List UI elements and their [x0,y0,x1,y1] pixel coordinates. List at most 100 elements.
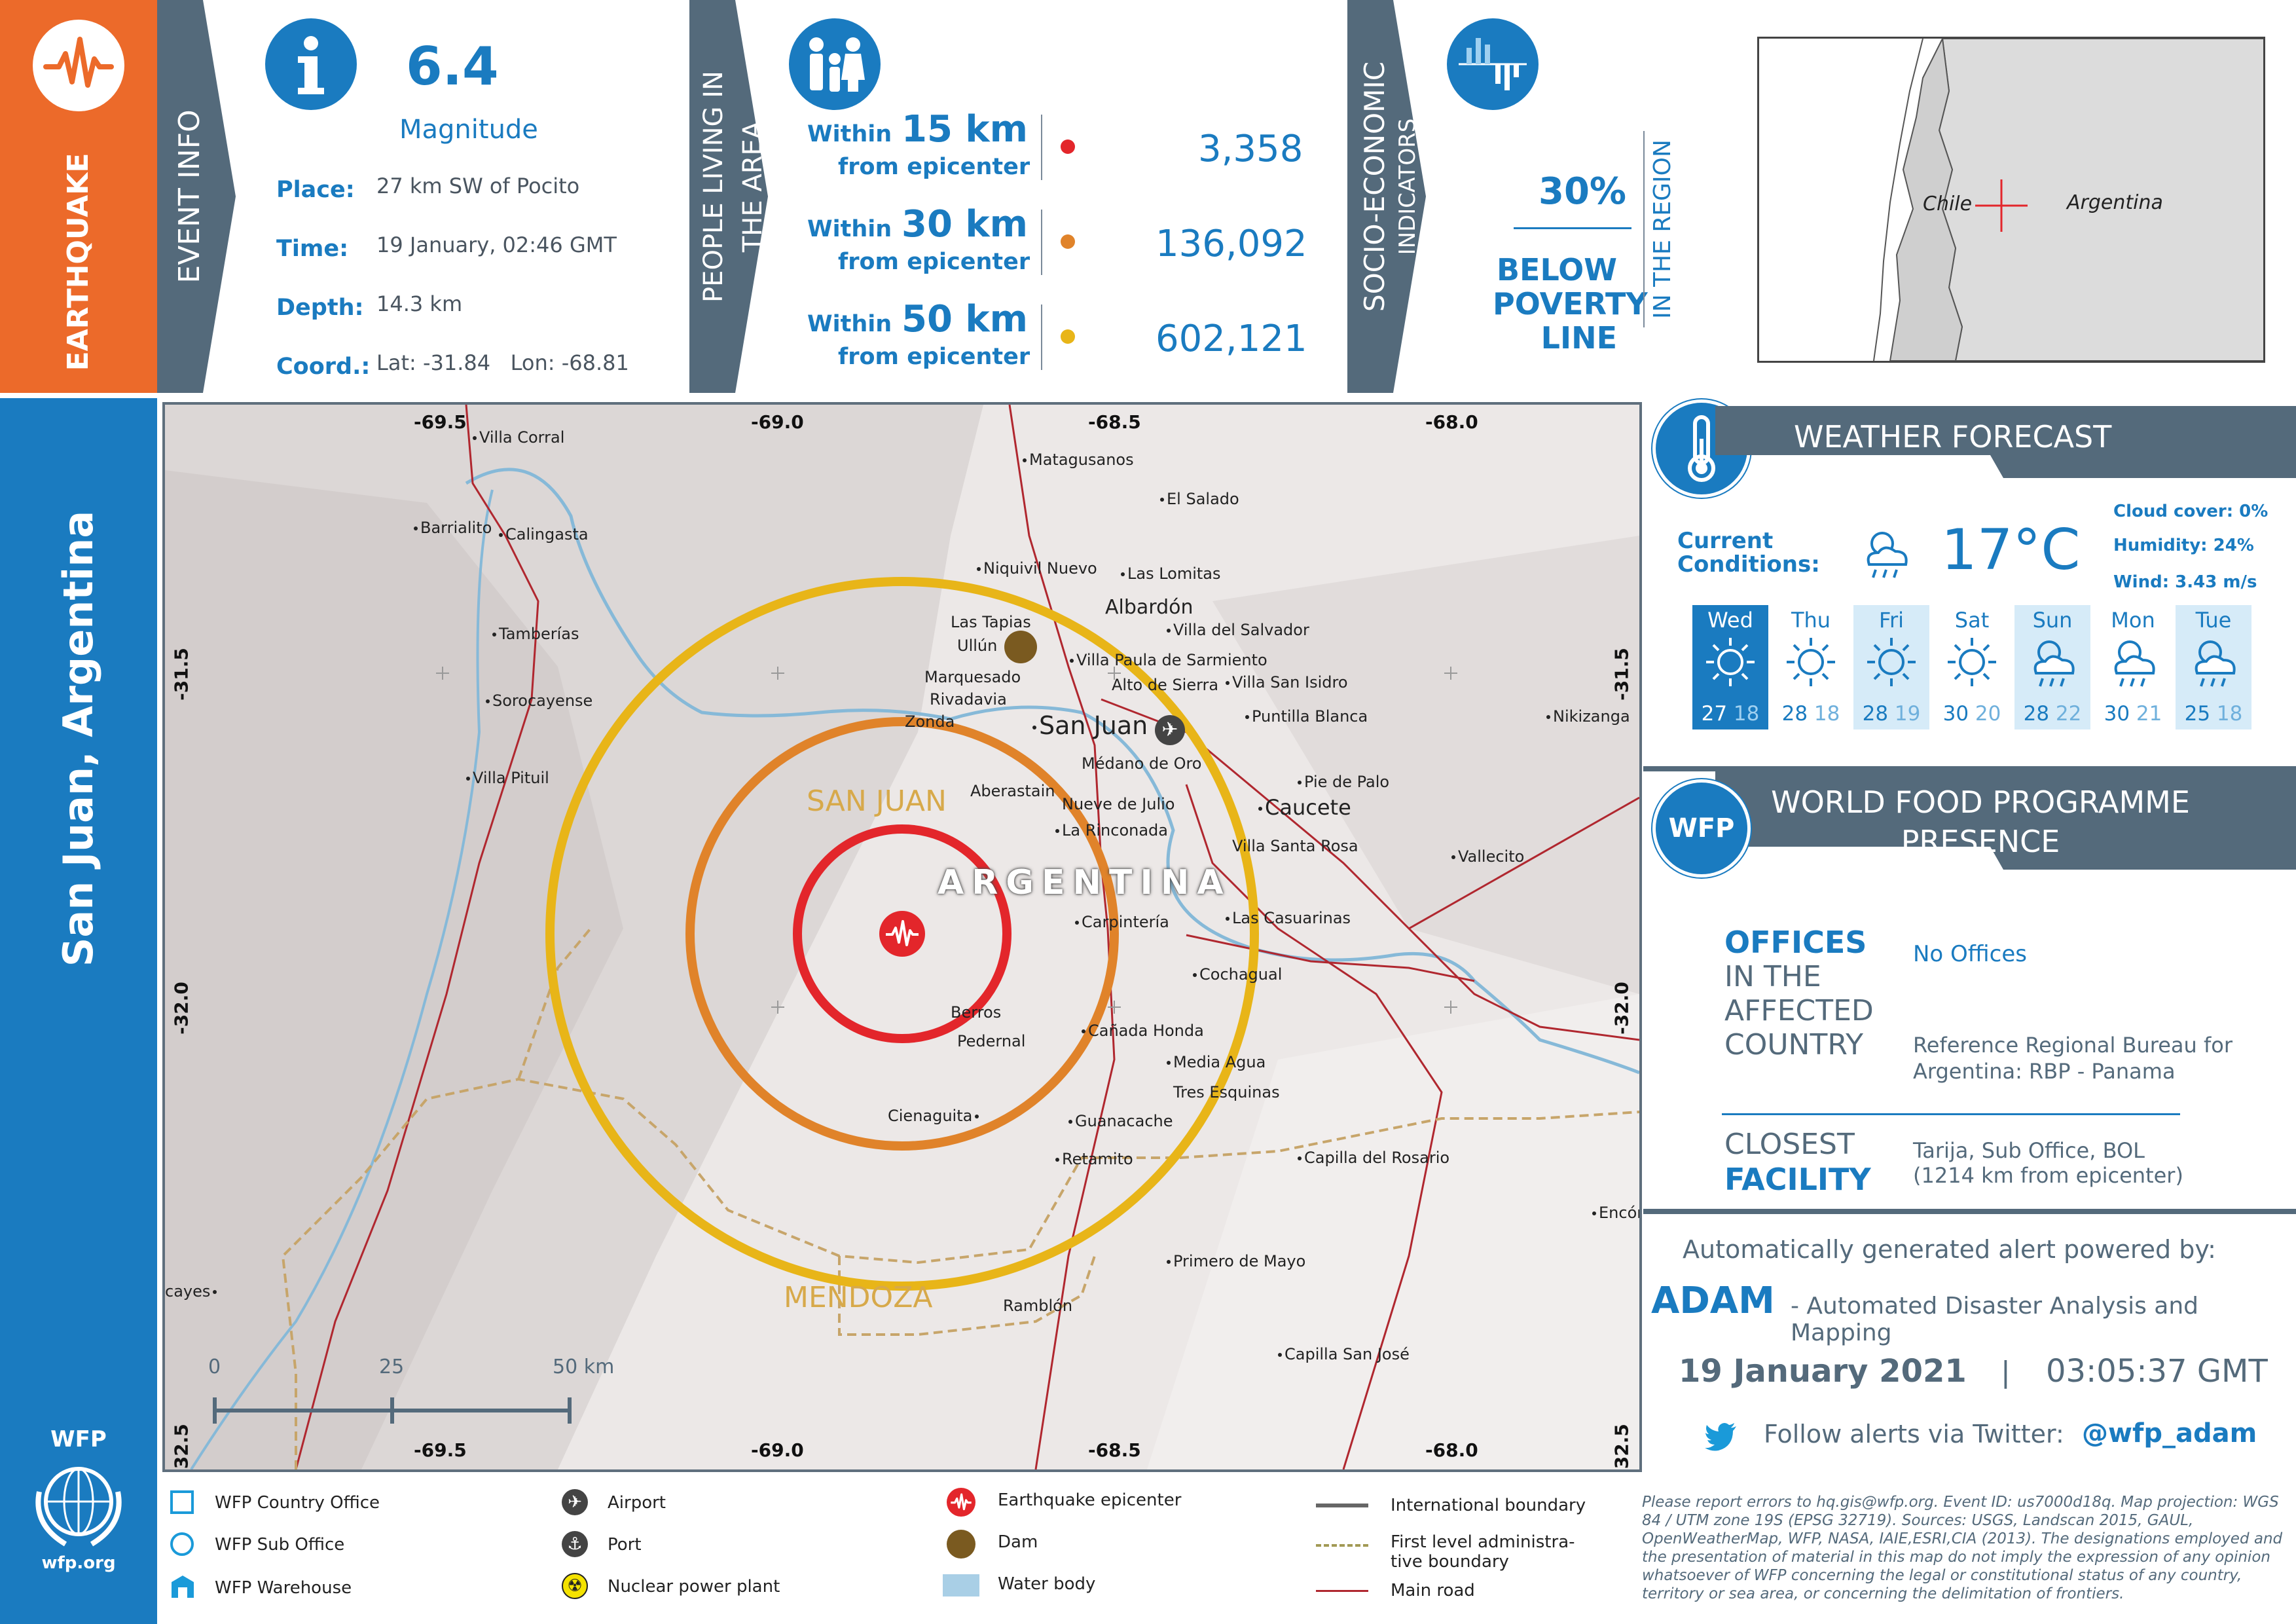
town-label: San Juan [1032,711,1148,740]
current-weather-icon [1856,524,1915,583]
location-title: San Juan, Argentina [54,510,102,967]
wfp-logo-text: WFP [50,1426,107,1452]
pop-count-50: 602,121 [1156,318,1307,360]
town-label: Albardón [1105,596,1194,619]
wfp-logo: WFP wfp.org [13,1426,144,1610]
forecast-day-sat: Sat 30 20 [1934,605,2010,729]
wfp-badge-text: WFP [1668,813,1735,843]
poverty-divider [1514,227,1631,229]
town-label: Aberastain [970,782,1055,800]
legend-dam-icon [947,1530,975,1559]
coord-bottom-2: -69.0 [751,1439,804,1461]
town-label: Nueve de Julio [1062,795,1175,813]
poverty-region-label: IN THE REGION [1649,139,1676,319]
weather-ribbon [1715,406,2296,478]
pop-from-50: from epicenter [838,344,1030,370]
legend-warehouse-icon [170,1574,195,1599]
town-label: El Salado [1160,490,1239,508]
town-label: Ullún [957,637,998,655]
population-label-1: PEOPLE LIVING IN [699,71,729,303]
town-label: Pedernal [957,1032,1026,1050]
town-label: Vallecito [1451,847,1524,866]
legend-epicenter: Earthquake epicenter [998,1490,1182,1510]
rain-cloud-icon [2033,640,2075,687]
socio-label-1: SOCIO-ECONOMIC [1358,61,1391,312]
disclaimer: Please report errors to hq.gis@wfp.org. … [1642,1494,2283,1602]
legend-sub-office-icon [170,1532,194,1556]
twitter-text: Follow alerts via Twitter: [1764,1420,2064,1449]
forecast-day-mon: Mon 30 21 [2095,605,2171,729]
pop-count-30: 136,092 [1156,223,1307,265]
inset-map: Chile Argentina [1757,37,2265,363]
town-label: Calingasta [499,525,589,544]
regional-bureau-2: Argentina: RBP - Panama [1913,1059,2176,1084]
regional-bureau-1: Reference Regional Bureau for [1913,1033,2232,1058]
population-label-2: THE AREA [738,120,768,253]
forecast-day-fri: Fri 28 19 [1853,605,1929,729]
forecast-day-tue: Tue 25 18 [2176,605,2251,729]
scale-0: 0 [208,1356,221,1378]
legend-road-icon [1316,1590,1368,1592]
magnitude-value: 6.4 [406,36,499,97]
wind: Wind: 3.43 m/s [2113,572,2257,592]
town-label: Villa Pituil [466,769,549,787]
scale-50: 50 km [553,1356,615,1378]
town-label: Villa San Isidro [1226,673,1348,692]
powered-by: Automatically generated alert powered by… [1683,1235,2216,1264]
closest-value-1: Tarija, Sub Office, BOL [1913,1138,2145,1163]
town-label: Capilla del Rosario [1298,1149,1449,1167]
town-label: Médano de Oro [1082,754,1202,773]
town-label: Tamberías [492,625,579,643]
current-temp: 17°C [1941,517,2081,583]
offices-divider [1722,1113,2180,1115]
pop-within-30: Within [807,216,892,242]
wfp-presence-title-1: WORLD FOOD PROGRAMME [1771,784,2190,820]
town-label: Las Tapias [951,613,1031,631]
wfp-badge: WFP [1652,779,1751,877]
town-label: Barrialito [414,519,492,537]
legend-admin-boundary-1: First level administra- [1391,1532,1575,1552]
pop-from-15: from epicenter [838,154,1030,180]
town-label: Villa del Salvador [1167,621,1309,639]
twitter-handle[interactable]: @wfp_adam [2082,1418,2257,1449]
town-label: Carpintería [1075,913,1169,931]
hazard-banner: EARTHQUAKE [0,0,157,393]
legend-port: Port [608,1535,642,1555]
pop-within-50: Within [807,311,892,337]
town-label: Ramblón [1003,1297,1073,1315]
legend-admin-boundary-2: tive boundary [1391,1552,1509,1572]
legend-warehouse: WFP Warehouse [215,1578,352,1598]
time-label: Time: [276,236,349,262]
info-icon [265,18,357,110]
place-value: 27 km SW of Pocito [376,174,580,198]
town-label: Villa Santa Rosa [1232,837,1358,855]
location-banner: San Juan, Argentina WFP wfp.org [0,398,157,1624]
legend-airport-icon: ✈ [562,1489,588,1515]
legend-port-icon: ⚓ [562,1531,588,1557]
poverty-vline [1643,131,1645,327]
cloud-cover: Cloud cover: 0% [2113,502,2269,521]
inset-label-argentina: Argentina [2067,191,2163,214]
town-label: Encón [1592,1204,1639,1222]
legend-epicenter-icon [947,1488,975,1517]
humidity: Humidity: 24% [2113,536,2254,555]
earthquake-icon [33,20,124,111]
town-label: Las Casuarinas [1226,909,1351,927]
pop-dot-15 [1061,139,1075,154]
coord-right-2: -32.0 [1611,982,1633,1035]
coord-right-3: -32.5 [1611,1424,1633,1472]
province-mendoza: MENDOZA [784,1281,933,1314]
depth-value: 14.3 km [376,291,463,316]
twitter-icon[interactable] [1705,1422,1738,1451]
town-label: Berros [951,1003,1002,1022]
poverty-line-2: POVERTY [1493,286,1648,322]
coord-bottom-4: -68.0 [1425,1439,1478,1461]
alert-date: 19 January 2021 [1679,1353,1967,1390]
town-label: Cochagual [1193,965,1282,984]
town-label: Caucete [1258,795,1351,820]
magnitude-label: Magnitude [399,115,538,145]
town-label: Rivadavia [930,690,1007,709]
coord-value: Lat: -31.84 Lon: -68.81 [376,350,629,375]
closest-value-2: (1214 km from epicenter) [1913,1163,2183,1188]
pop-within-15: Within [807,121,892,147]
